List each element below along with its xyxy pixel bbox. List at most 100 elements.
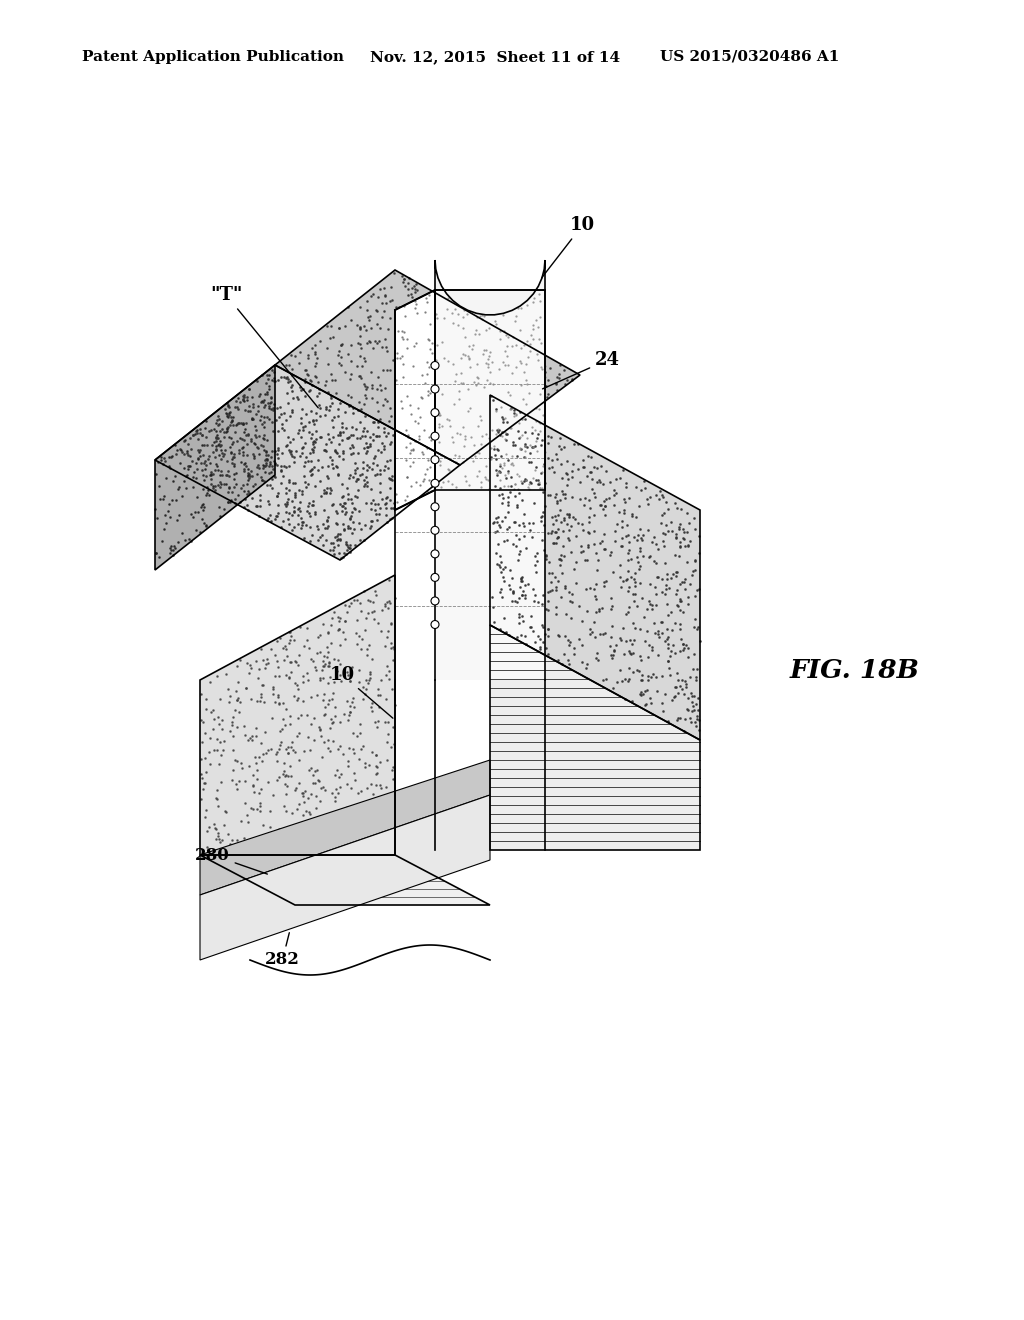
Point <box>280 371 296 392</box>
Point <box>294 442 310 463</box>
Point <box>430 309 446 330</box>
Point <box>551 626 567 647</box>
Point <box>497 506 513 527</box>
Point <box>415 405 431 426</box>
Point <box>412 304 428 325</box>
Point <box>606 639 623 660</box>
Point <box>498 325 514 346</box>
Point <box>493 561 509 582</box>
Point <box>358 792 375 813</box>
Point <box>536 482 552 503</box>
Point <box>351 660 368 681</box>
Point <box>331 543 347 564</box>
Point <box>415 466 431 487</box>
Point <box>631 496 647 517</box>
Point <box>352 593 369 614</box>
Point <box>396 428 413 449</box>
Point <box>598 570 614 591</box>
Point <box>628 618 644 639</box>
Point <box>269 447 286 469</box>
Point <box>671 516 687 537</box>
Point <box>592 495 608 516</box>
Point <box>208 436 224 457</box>
Point <box>202 742 218 763</box>
Point <box>194 434 210 455</box>
Point <box>412 372 428 393</box>
Point <box>449 310 465 331</box>
Point <box>441 453 458 474</box>
Point <box>548 532 564 553</box>
Point <box>622 532 638 553</box>
Point <box>466 318 482 339</box>
Point <box>318 399 335 420</box>
Point <box>181 455 198 477</box>
Point <box>529 317 546 338</box>
Point <box>284 358 300 379</box>
Point <box>637 478 653 499</box>
Point <box>440 471 457 492</box>
Point <box>240 466 256 487</box>
Point <box>295 785 311 807</box>
Point <box>188 458 205 479</box>
Point <box>507 486 523 507</box>
Point <box>419 480 435 502</box>
Point <box>326 544 342 565</box>
Point <box>606 642 623 663</box>
Point <box>650 626 667 647</box>
Point <box>507 358 523 379</box>
Point <box>270 685 287 706</box>
Point <box>391 473 408 494</box>
Point <box>282 622 298 643</box>
Point <box>447 451 464 473</box>
Point <box>534 350 550 371</box>
Point <box>455 372 471 393</box>
Point <box>370 286 386 308</box>
Point <box>279 434 295 455</box>
Point <box>202 727 218 748</box>
Point <box>272 734 289 755</box>
Point <box>468 284 484 305</box>
Point <box>378 776 394 797</box>
Point <box>313 777 330 799</box>
Point <box>323 632 339 653</box>
Point <box>551 368 567 389</box>
Point <box>432 300 449 321</box>
Point <box>294 512 310 533</box>
Point <box>377 711 393 733</box>
Point <box>240 470 256 491</box>
Point <box>394 345 411 366</box>
Point <box>452 306 468 327</box>
Point <box>351 672 368 693</box>
Point <box>356 351 373 372</box>
Point <box>455 317 471 338</box>
Point <box>251 444 267 465</box>
Point <box>293 412 309 433</box>
Point <box>579 653 595 675</box>
Point <box>372 463 388 484</box>
Point <box>389 457 406 478</box>
Point <box>583 619 599 640</box>
Point <box>439 351 456 372</box>
Point <box>517 585 534 606</box>
Point <box>659 605 676 626</box>
Point <box>604 647 621 668</box>
Point <box>493 618 509 639</box>
Point <box>420 409 436 430</box>
Point <box>266 465 283 486</box>
Point <box>500 462 516 483</box>
Point <box>181 446 198 467</box>
Point <box>469 366 485 387</box>
Point <box>416 329 432 350</box>
Point <box>495 558 511 579</box>
Point <box>672 590 688 611</box>
Point <box>198 688 214 709</box>
Point <box>206 479 222 500</box>
Point <box>266 367 283 388</box>
Point <box>357 795 374 816</box>
Point <box>548 510 564 531</box>
Point <box>528 428 545 449</box>
Point <box>341 537 357 558</box>
Point <box>318 511 335 532</box>
Point <box>279 491 295 512</box>
Point <box>208 426 224 447</box>
